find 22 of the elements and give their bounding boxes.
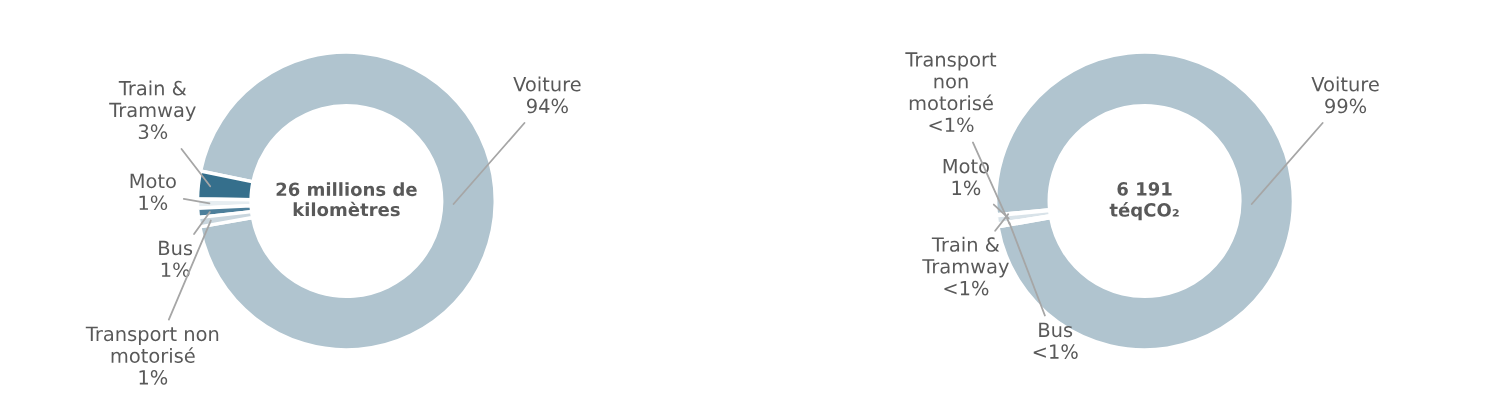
data-label: <1% [1033, 344, 1078, 359]
slice-label: Transport non motorisé [85, 326, 219, 363]
data-label: 3% [138, 124, 168, 140]
slice-label: Bus [1039, 322, 1073, 338]
text: 6 191 téqCO₂ [1109, 182, 1179, 221]
data-label: <1% [944, 280, 989, 296]
data-label: 1% [139, 370, 168, 385]
slice-label: Train & Tramway [109, 80, 196, 122]
data-label: 1% [139, 195, 168, 211]
slice-label: Moto [943, 158, 989, 174]
slice-label: Bus [159, 240, 193, 256]
slice-label: Voiture [513, 76, 581, 92]
data-label: 1% [952, 180, 981, 196]
slice-label: Train & Tramway [922, 236, 1009, 278]
data-label: 94% [527, 98, 568, 114]
slice-label: Voiture [1311, 76, 1379, 92]
data-label: 99% [1325, 98, 1367, 114]
data-label: <1% [929, 117, 974, 133]
slice-label: Moto [130, 173, 176, 189]
data-label: 1% [161, 262, 190, 278]
text: 26 millions de kilomètres [276, 182, 417, 217]
slice-label: Transport non motorisé [905, 52, 997, 111]
